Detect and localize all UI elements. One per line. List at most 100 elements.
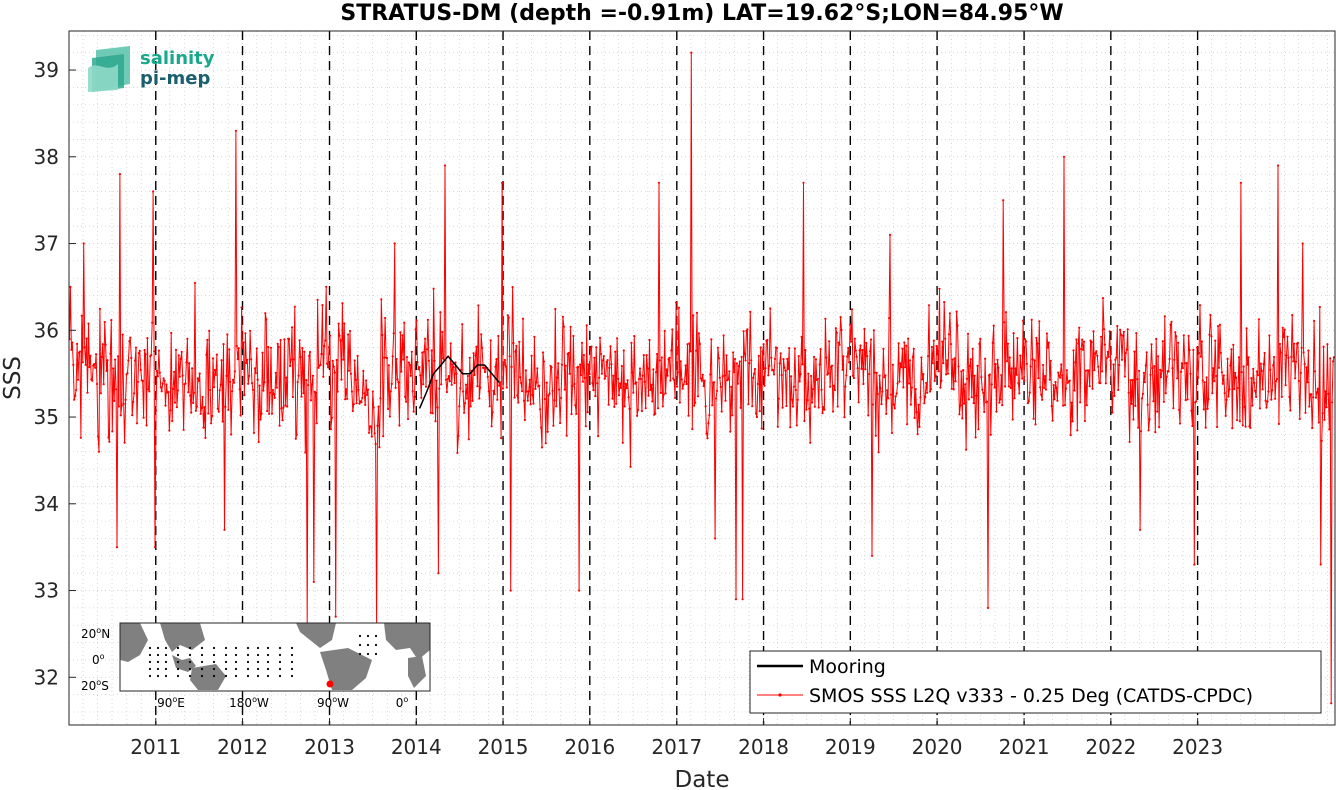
data-point-smos (683, 380, 686, 383)
data-point-smos (407, 361, 410, 364)
data-point-smos (991, 341, 994, 344)
data-point-smos (347, 333, 350, 336)
data-point-smos (888, 317, 891, 320)
data-point-smos (1043, 386, 1046, 389)
data-point-smos (644, 407, 647, 410)
data-point-smos (846, 355, 849, 358)
data-point-smos (1132, 418, 1135, 421)
data-point-smos (812, 355, 816, 359)
data-point-smos (1330, 702, 1333, 705)
data-point-smos (1004, 385, 1007, 388)
data-point-smos (1280, 395, 1283, 398)
data-point-smos (764, 367, 767, 370)
data-point-smos (191, 367, 194, 370)
data-point-smos (1178, 422, 1182, 425)
data-point-smos (563, 388, 566, 391)
data-point-smos (561, 315, 565, 318)
buoy-dot (358, 643, 362, 647)
data-point-smos (923, 402, 926, 405)
data-point-smos (386, 407, 390, 411)
data-point-smos (190, 411, 193, 414)
data-point-smos (834, 327, 837, 330)
data-point-smos (1014, 367, 1017, 370)
data-point-smos (1033, 359, 1036, 362)
data-point-smos (927, 304, 931, 307)
data-point-smos (180, 350, 183, 353)
buoy-dot (148, 646, 152, 650)
data-point-smos (437, 572, 440, 575)
data-point-smos (656, 407, 660, 410)
data-point-smos (1319, 563, 1322, 566)
data-point-smos (131, 414, 134, 417)
data-point-smos (429, 411, 432, 414)
data-point-smos (373, 432, 376, 435)
data-point-smos (1122, 330, 1125, 333)
data-point-smos (523, 418, 527, 422)
buoy-dot (164, 674, 168, 678)
data-point-smos (134, 359, 137, 362)
data-point-smos (783, 366, 786, 369)
data-point-smos (139, 368, 142, 372)
data-point-smos (194, 409, 197, 412)
data-point-smos (1058, 374, 1061, 377)
data-point-smos (367, 431, 371, 434)
data-point-smos (341, 302, 344, 305)
data-point-smos (807, 372, 810, 375)
data-point-smos (627, 396, 630, 399)
data-point-smos (1318, 305, 1321, 309)
data-point-smos (998, 401, 1001, 404)
data-point-smos (670, 349, 673, 352)
data-point-smos (848, 361, 851, 364)
data-point-smos (128, 340, 131, 343)
data-point-smos (722, 334, 725, 337)
data-point-smos (1306, 381, 1309, 384)
data-point-smos (714, 397, 718, 400)
data-point-smos (303, 350, 306, 353)
data-point-smos (637, 408, 640, 411)
data-point-smos (334, 615, 337, 618)
data-point-smos (618, 382, 622, 385)
data-point-smos (235, 344, 238, 348)
data-point-smos (1231, 427, 1234, 430)
data-point-smos (1111, 411, 1114, 414)
data-point-smos (830, 364, 834, 367)
data-point-smos (605, 360, 608, 364)
data-point-smos (1107, 355, 1110, 358)
x-tick-label: 2020 (912, 735, 963, 759)
data-point-smos (215, 353, 218, 356)
data-point-smos (870, 554, 874, 557)
data-point-smos (374, 442, 377, 445)
data-point-smos (279, 338, 282, 342)
data-point-smos (380, 298, 383, 301)
data-point-smos (1009, 386, 1012, 390)
data-point-smos (1315, 391, 1318, 394)
data-point-smos (392, 332, 395, 335)
data-point-smos (598, 336, 602, 339)
data-point-smos (757, 354, 760, 357)
buoy-dot (224, 660, 228, 664)
data-point-smos (1193, 563, 1196, 566)
data-point-smos (353, 359, 356, 362)
data-point-smos (824, 317, 827, 320)
data-point-smos (123, 441, 126, 444)
data-point-smos (1304, 411, 1307, 414)
data-point-smos (1037, 377, 1040, 380)
data-point-smos (1228, 388, 1231, 391)
data-point-smos (1244, 425, 1247, 428)
buoy-dot (234, 660, 238, 664)
data-point-smos (1189, 372, 1192, 375)
data-point-smos (1159, 376, 1163, 379)
data-point-smos (912, 347, 915, 350)
data-point-smos (245, 361, 248, 365)
data-point-smos (325, 285, 328, 288)
inset-map-frame (119, 622, 431, 692)
data-point-smos (882, 347, 885, 350)
data-point-smos (176, 389, 179, 392)
data-point-smos (493, 393, 496, 396)
data-point-smos (637, 377, 641, 381)
data-point-smos (777, 397, 780, 400)
data-point-smos (1052, 384, 1055, 387)
data-point-smos (821, 412, 824, 415)
data-point-smos (698, 342, 702, 346)
data-point-smos (628, 407, 631, 410)
